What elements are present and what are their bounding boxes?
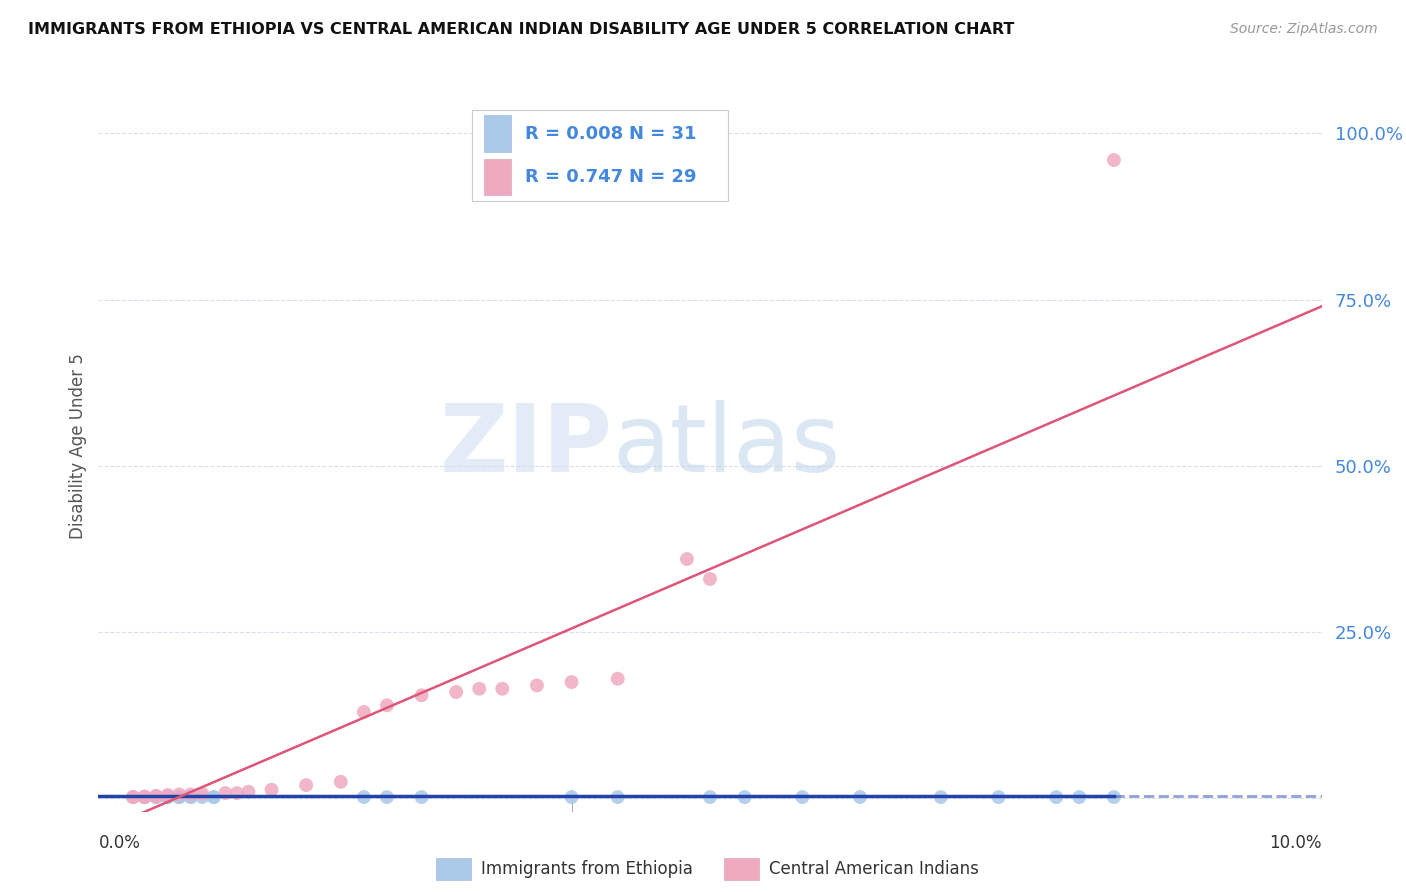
Point — [329, 774, 352, 789]
Point — [225, 786, 247, 800]
Point — [145, 790, 167, 805]
Point — [375, 698, 398, 713]
Text: N = 31: N = 31 — [630, 125, 697, 143]
Point — [1102, 790, 1125, 805]
Point — [167, 790, 190, 805]
Point — [134, 790, 156, 805]
Point — [134, 790, 156, 805]
Point — [491, 681, 513, 696]
Text: 10.0%: 10.0% — [1270, 834, 1322, 852]
Point — [156, 790, 179, 805]
Point — [444, 685, 467, 699]
Text: atlas: atlas — [612, 400, 841, 492]
Text: R = 0.008: R = 0.008 — [526, 125, 624, 143]
FancyBboxPatch shape — [471, 110, 728, 201]
Text: IMMIGRANTS FROM ETHIOPIA VS CENTRAL AMERICAN INDIAN DISABILITY AGE UNDER 5 CORRE: IMMIGRANTS FROM ETHIOPIA VS CENTRAL AMER… — [28, 22, 1015, 37]
Point — [134, 790, 156, 805]
Point — [191, 790, 214, 805]
Point — [191, 787, 214, 801]
Point — [792, 790, 814, 805]
Point — [214, 786, 236, 800]
Bar — [484, 115, 510, 152]
Point — [180, 790, 202, 805]
Point — [468, 681, 491, 696]
Point — [145, 790, 167, 805]
Point — [929, 790, 952, 805]
Point — [156, 790, 179, 805]
Point — [134, 789, 156, 804]
Text: 0.0%: 0.0% — [98, 834, 141, 852]
Point — [375, 790, 398, 805]
Point — [849, 790, 872, 805]
Y-axis label: Disability Age Under 5: Disability Age Under 5 — [69, 353, 87, 539]
Point — [145, 789, 167, 803]
Point — [180, 790, 202, 805]
Point — [353, 790, 375, 805]
Point — [295, 778, 318, 792]
Point — [122, 790, 145, 805]
Text: ZIP: ZIP — [439, 400, 612, 492]
Point — [699, 572, 721, 586]
Point — [526, 678, 548, 692]
Point — [145, 790, 167, 805]
Point — [987, 790, 1010, 805]
Point — [411, 689, 433, 703]
Point — [202, 790, 225, 805]
Point — [676, 552, 699, 566]
Point — [561, 790, 583, 805]
Point — [156, 789, 179, 803]
Point — [156, 788, 179, 802]
Point — [1045, 790, 1067, 805]
Point — [156, 790, 179, 805]
Text: R = 0.747: R = 0.747 — [526, 168, 623, 186]
Point — [122, 790, 145, 805]
Point — [1069, 790, 1091, 805]
Point — [606, 790, 628, 805]
Point — [167, 788, 190, 802]
Point — [180, 788, 202, 802]
Bar — [484, 159, 510, 195]
Point — [353, 705, 375, 719]
Point — [734, 790, 756, 805]
Point — [122, 790, 145, 805]
Point — [1102, 153, 1125, 167]
Text: Source: ZipAtlas.com: Source: ZipAtlas.com — [1230, 22, 1378, 37]
Point — [167, 790, 190, 805]
Text: Central American Indians: Central American Indians — [769, 860, 979, 878]
Point — [145, 789, 167, 804]
Point — [202, 790, 225, 805]
Point — [134, 790, 156, 805]
Point — [699, 790, 721, 805]
Point — [260, 782, 283, 797]
Text: Immigrants from Ethiopia: Immigrants from Ethiopia — [481, 860, 693, 878]
Point — [411, 790, 433, 805]
Text: N = 29: N = 29 — [630, 168, 697, 186]
Point — [561, 675, 583, 690]
Point — [238, 785, 260, 799]
Point — [606, 672, 628, 686]
